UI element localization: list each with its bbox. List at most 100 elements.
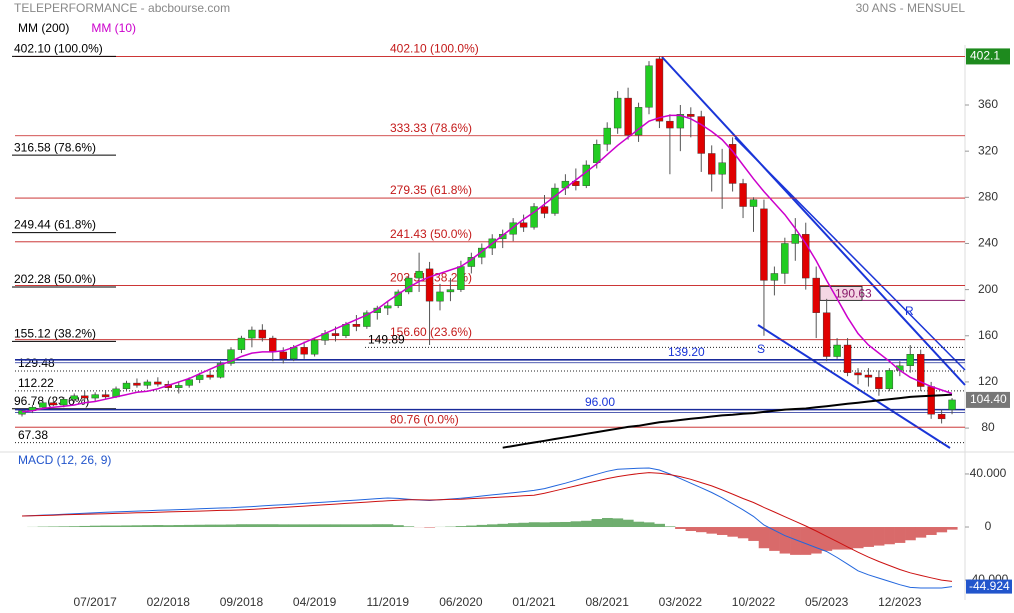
histogram-bar <box>946 527 958 530</box>
level-label: 67.38 <box>18 428 48 442</box>
histogram-bar <box>643 522 655 528</box>
fib-label: 333.33 (78.6%) <box>390 121 472 135</box>
y-tick-label: 120 <box>978 374 998 388</box>
histogram-bar <box>915 527 927 538</box>
x-tick-label: 10/2022 <box>732 595 776 609</box>
histogram-bar <box>758 527 770 549</box>
histogram-bar <box>225 524 237 528</box>
fib-label: 155.12 (38.2%) <box>14 327 96 341</box>
histogram-bar <box>852 527 864 549</box>
x-tick-label: 07/2017 <box>73 595 117 609</box>
histogram-bar <box>204 524 216 528</box>
candle-body <box>49 402 58 406</box>
histogram-bar <box>706 527 718 534</box>
candle-body <box>927 386 935 415</box>
candle-body <box>613 97 622 129</box>
candle-body <box>478 247 486 258</box>
histogram-bar <box>790 527 801 555</box>
histogram-bar <box>591 519 603 528</box>
candle-body <box>499 234 507 240</box>
x-tick-label: 12/2023 <box>878 595 922 609</box>
histogram-bar <box>779 527 791 554</box>
histogram-bar <box>831 527 843 550</box>
histogram-bar <box>236 524 247 528</box>
histogram-bar <box>696 527 707 533</box>
histogram-bar <box>507 523 519 528</box>
candle-body <box>446 289 455 293</box>
histogram-bar <box>382 524 394 528</box>
macd-line <box>21 472 953 582</box>
histogram-bar <box>392 525 404 528</box>
histogram-bar <box>183 524 195 528</box>
histogram-bar <box>110 525 122 528</box>
candle-body <box>822 312 831 357</box>
histogram-bar <box>476 524 488 528</box>
histogram-bar <box>560 521 571 528</box>
histogram-bar <box>361 524 373 528</box>
candle-body <box>906 354 914 366</box>
candle-body <box>676 114 685 129</box>
histogram-bar <box>309 524 321 528</box>
candle-body <box>519 222 528 228</box>
y-tick-label: 360 <box>978 97 998 111</box>
histogram-bar <box>842 527 854 550</box>
trend-label: S <box>757 342 765 356</box>
histogram-bar <box>716 527 728 535</box>
macd-line <box>21 467 953 589</box>
histogram-bar <box>372 524 383 528</box>
resistance-line <box>661 56 966 386</box>
histogram-bar <box>173 525 185 528</box>
x-tick-label: 08/2021 <box>586 595 630 609</box>
x-tick-label: 11/2019 <box>367 595 410 609</box>
high-value-label: 402.1 <box>970 49 1000 63</box>
y-tick-label: 80 <box>981 420 995 434</box>
trend-label: R <box>905 304 914 318</box>
support-label: 96.00 <box>585 395 615 409</box>
histogram-bar <box>633 521 645 528</box>
level-label: 112.22 <box>18 376 54 390</box>
x-tick-label: 03/2022 <box>659 595 703 609</box>
fib-label: 80.76 (0.0%) <box>390 412 459 426</box>
histogram-bar <box>581 520 592 528</box>
candle-body <box>645 65 653 108</box>
resistance-line <box>734 137 966 371</box>
candle-body <box>937 414 946 420</box>
histogram-bar <box>863 527 874 547</box>
candle-body <box>728 144 737 184</box>
candle-body <box>60 399 68 406</box>
candle-body <box>854 372 862 376</box>
histogram-bar <box>215 524 227 528</box>
candle-body <box>18 410 26 415</box>
candle-body <box>436 291 444 302</box>
candle-body <box>624 97 632 136</box>
fib-label: 402.10 (100.0%) <box>390 42 479 56</box>
level-label: 190.63 <box>835 287 872 301</box>
y-tick-label: 200 <box>978 282 998 296</box>
histogram-bar <box>194 524 206 528</box>
histogram-bar <box>769 527 780 551</box>
x-tick-label: 04/2019 <box>293 595 337 609</box>
histogram-bar <box>737 527 749 539</box>
macd-title: MACD (12, 26, 9) <box>18 453 111 467</box>
candle-body <box>666 120 674 129</box>
candle-body <box>760 208 768 281</box>
histogram-bar <box>298 524 310 528</box>
legend-entry: MM (200) <box>18 21 69 35</box>
histogram-bar <box>925 527 937 535</box>
y-tick-label: 40.000 <box>970 466 1007 480</box>
histogram-bar <box>403 526 415 528</box>
fib-label: 241.43 (50.0%) <box>390 227 472 241</box>
candle-body <box>91 394 99 399</box>
fib-label: 316.58 (78.6%) <box>14 140 96 154</box>
histogram-bar <box>873 527 885 546</box>
y-tick-label: 0 <box>985 519 992 533</box>
candle-body <box>415 270 423 279</box>
candle-body <box>885 370 894 390</box>
candle-body <box>394 291 402 306</box>
candle-body <box>875 377 883 390</box>
candle-body <box>290 347 298 360</box>
fib-label: 279.35 (61.8%) <box>390 183 472 197</box>
candle-body <box>133 382 141 386</box>
histogram-bar <box>79 525 91 528</box>
